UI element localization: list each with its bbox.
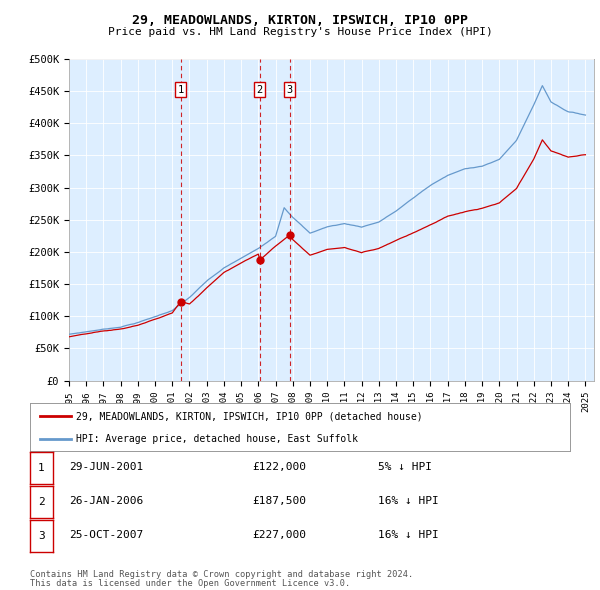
Text: £122,000: £122,000 xyxy=(252,462,306,471)
Text: £187,500: £187,500 xyxy=(252,496,306,506)
Text: 29-JUN-2001: 29-JUN-2001 xyxy=(69,462,143,471)
Text: 2: 2 xyxy=(256,84,263,94)
Text: 1: 1 xyxy=(38,463,45,473)
Text: 26-JAN-2006: 26-JAN-2006 xyxy=(69,496,143,506)
Text: Price paid vs. HM Land Registry's House Price Index (HPI): Price paid vs. HM Land Registry's House … xyxy=(107,28,493,37)
Text: This data is licensed under the Open Government Licence v3.0.: This data is licensed under the Open Gov… xyxy=(30,579,350,588)
Text: 16% ↓ HPI: 16% ↓ HPI xyxy=(378,530,439,540)
Text: 16% ↓ HPI: 16% ↓ HPI xyxy=(378,496,439,506)
Text: 5% ↓ HPI: 5% ↓ HPI xyxy=(378,462,432,471)
Text: 2: 2 xyxy=(38,497,45,507)
Text: £227,000: £227,000 xyxy=(252,530,306,540)
Text: 3: 3 xyxy=(286,84,293,94)
Text: Contains HM Land Registry data © Crown copyright and database right 2024.: Contains HM Land Registry data © Crown c… xyxy=(30,570,413,579)
Text: 25-OCT-2007: 25-OCT-2007 xyxy=(69,530,143,540)
Text: 29, MEADOWLANDS, KIRTON, IPSWICH, IP10 0PP (detached house): 29, MEADOWLANDS, KIRTON, IPSWICH, IP10 0… xyxy=(76,411,422,421)
Text: 3: 3 xyxy=(38,532,45,541)
Text: 29, MEADOWLANDS, KIRTON, IPSWICH, IP10 0PP: 29, MEADOWLANDS, KIRTON, IPSWICH, IP10 0… xyxy=(132,14,468,27)
Text: HPI: Average price, detached house, East Suffolk: HPI: Average price, detached house, East… xyxy=(76,434,358,444)
Text: 1: 1 xyxy=(178,84,184,94)
